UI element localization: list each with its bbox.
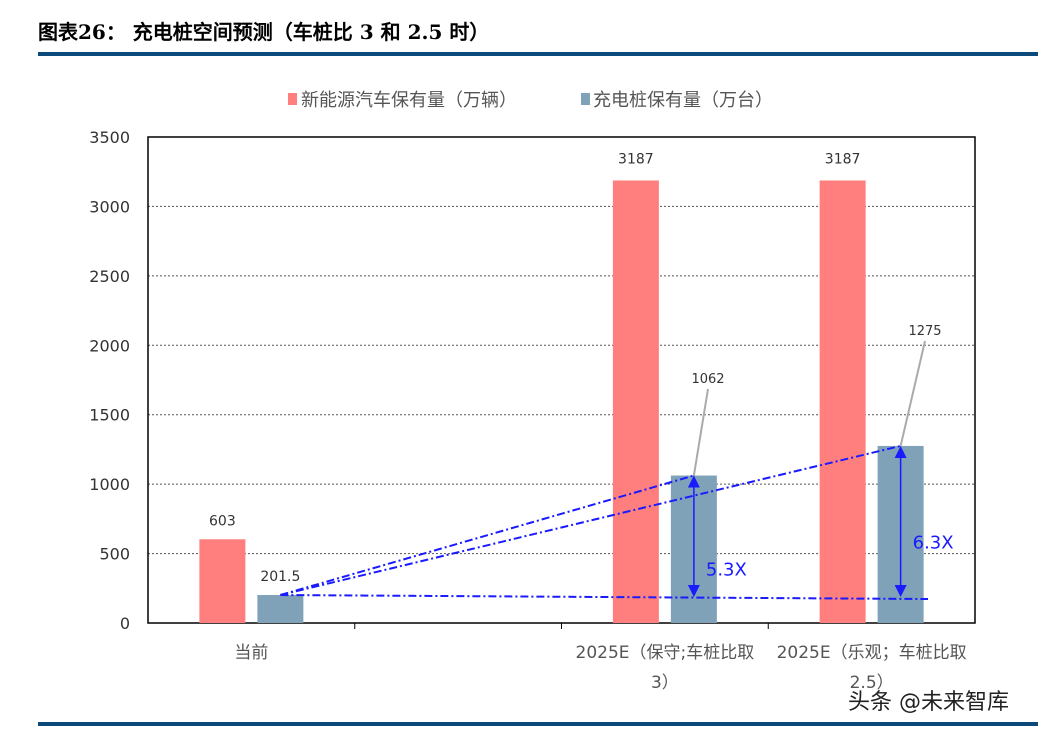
bottom-rule <box>38 722 1038 726</box>
y-tick-label: 1000 <box>89 475 130 494</box>
growth-dashdot <box>280 474 695 596</box>
multiplier-label: 6.3X <box>913 532 954 553</box>
data-label: 1062 <box>691 372 724 387</box>
data-label: 3187 <box>618 151 654 167</box>
x-tick-label: 2025E（保守;车桩比取 <box>576 643 755 663</box>
baseline-dashdot <box>280 594 929 601</box>
data-label: 201.5 <box>260 569 300 585</box>
x-tick-label: 当前 <box>234 643 268 663</box>
legend-label: 新能源汽车保有量（万辆） <box>301 90 517 111</box>
y-tick-label: 2500 <box>89 267 130 286</box>
data-label: 3187 <box>825 151 861 167</box>
y-tick-label: 2000 <box>89 336 130 355</box>
legend-swatch <box>288 93 297 105</box>
y-tick-label: 500 <box>99 545 130 564</box>
bar <box>257 595 304 623</box>
data-label: 603 <box>209 513 236 529</box>
y-tick-label: 3000 <box>89 197 130 216</box>
multiplier-label: 5.3X <box>706 559 747 580</box>
callout-leader <box>899 340 926 447</box>
figure-title: 图表26： 充电桩空间预测（车桩比 3 和 2.5 时） <box>38 20 490 44</box>
watermark: 头条 @未来智库 <box>848 690 1009 715</box>
x-tick-label: 2.5） <box>850 673 894 693</box>
y-tick-label: 3500 <box>89 128 130 147</box>
callout-leader <box>692 388 709 476</box>
top-rule <box>38 52 1038 56</box>
bar <box>819 180 866 623</box>
y-tick-label: 1500 <box>89 406 130 425</box>
growth-dashdot <box>280 444 901 596</box>
bar <box>199 539 246 623</box>
legend-label: 充电桩保有量（万台） <box>593 90 773 111</box>
legend-swatch <box>581 93 590 105</box>
x-tick-label: 3） <box>651 673 679 693</box>
y-tick-label: 0 <box>120 614 130 633</box>
bar <box>612 180 659 623</box>
data-label: 1275 <box>908 324 941 339</box>
x-tick-label: 2025E（乐观；车桩比取 <box>777 643 967 663</box>
